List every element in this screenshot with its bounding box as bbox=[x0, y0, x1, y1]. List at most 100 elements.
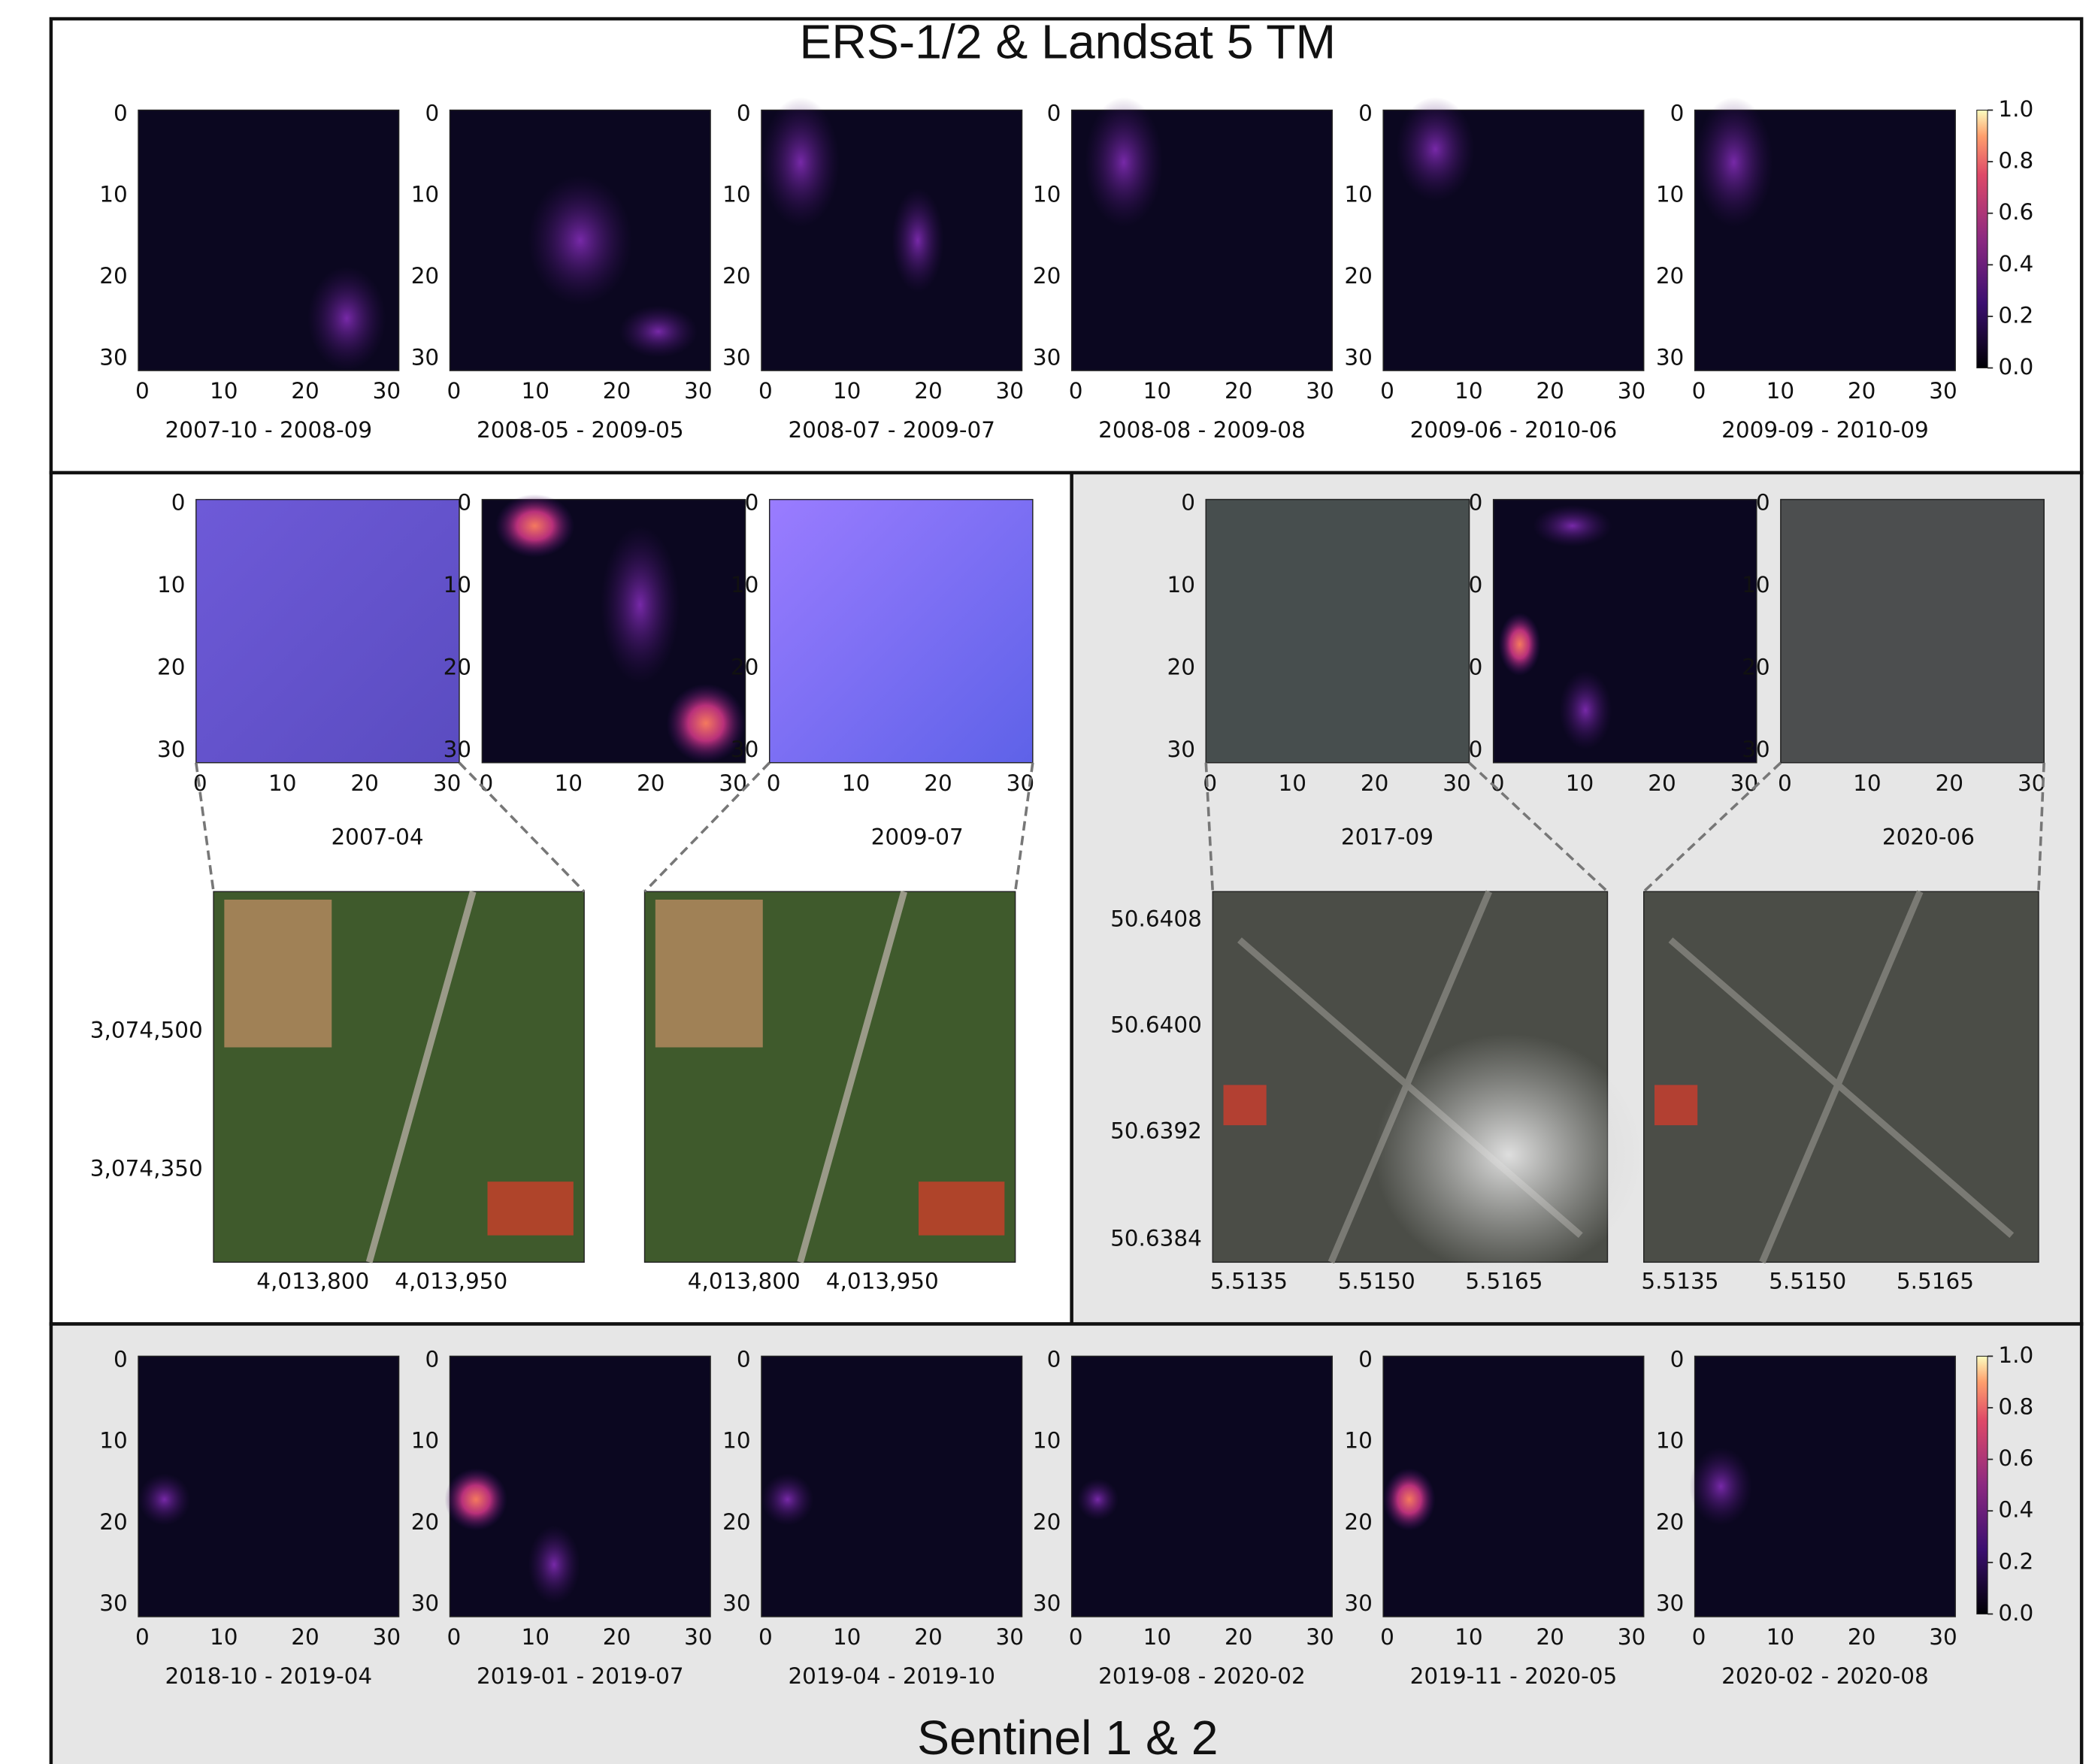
y-tick-label: 30 bbox=[99, 344, 127, 370]
x-tick-label: 0 bbox=[479, 770, 493, 796]
y-tick-label: 20 bbox=[411, 263, 440, 289]
colorbar-label: 0.4 bbox=[1998, 251, 2033, 277]
zoom-connector bbox=[1642, 761, 1782, 893]
heatmap bbox=[1070, 1355, 1333, 1617]
y-tick-label: 20 bbox=[1033, 263, 1061, 289]
cloud bbox=[1374, 1033, 1643, 1276]
zoom-connector bbox=[458, 761, 586, 893]
heatmap-blob bbox=[1533, 504, 1612, 547]
date-label: 2017-09 bbox=[1341, 824, 1434, 849]
y-tick-label: 3,074,500 bbox=[90, 1018, 203, 1043]
y-tick-label: 10 bbox=[99, 1428, 127, 1454]
x-tick-label: 10 bbox=[842, 770, 870, 796]
x-tick-label: 0 bbox=[447, 1624, 462, 1650]
x-tick-label: 20 bbox=[914, 378, 943, 404]
x-tick-label: 30 bbox=[1306, 1624, 1334, 1650]
x-tick-label: 0 bbox=[1491, 770, 1505, 796]
x-tick-label: 0 bbox=[1069, 1624, 1083, 1650]
heatmap-blob bbox=[495, 494, 574, 558]
highlight bbox=[918, 1182, 1005, 1236]
x-tick-label: 4,013,950 bbox=[826, 1269, 939, 1294]
x-tick-label: 0 bbox=[1380, 378, 1394, 404]
rgb-overlay bbox=[1205, 498, 1470, 764]
map-label: 2008-05 - 2009-05 bbox=[477, 417, 684, 443]
x-tick-label: 5.5135 bbox=[1210, 1269, 1288, 1294]
x-tick-label: 20 bbox=[1536, 378, 1564, 404]
y-tick-label: 20 bbox=[1656, 263, 1685, 289]
x-tick-label: 10 bbox=[555, 770, 583, 796]
y-tick-label: 20 bbox=[444, 654, 472, 679]
x-tick-label: 10 bbox=[833, 378, 861, 404]
x-tick-label: 30 bbox=[1618, 1624, 1646, 1650]
y-tick-label: 0 bbox=[425, 100, 439, 126]
road bbox=[797, 891, 907, 1263]
x-tick-label: 20 bbox=[291, 1624, 319, 1650]
x-tick-label: 10 bbox=[1278, 770, 1306, 796]
x-tick-label: 30 bbox=[1929, 1624, 1957, 1650]
map-label: 2009-09 - 2010-09 bbox=[1721, 417, 1929, 443]
x-tick-label: 20 bbox=[1648, 770, 1676, 796]
y-tick-label: 0 bbox=[1469, 490, 1483, 516]
y-tick-label: 20 bbox=[1344, 263, 1373, 289]
x-tick-label: 30 bbox=[373, 378, 401, 404]
x-tick-label: 10 bbox=[1767, 378, 1795, 404]
heatmap bbox=[195, 498, 460, 764]
y-tick-label: 10 bbox=[722, 182, 750, 207]
colorbar-label: 0.8 bbox=[1998, 148, 2033, 174]
y-tick-label: 10 bbox=[1167, 572, 1195, 598]
y-tick-label: 30 bbox=[411, 1590, 440, 1616]
map-label: 2008-07 - 2009-07 bbox=[788, 417, 995, 443]
y-tick-label: 20 bbox=[1033, 1509, 1061, 1535]
y-tick-label: 20 bbox=[1167, 654, 1195, 679]
x-tick-label: 0 bbox=[1203, 770, 1217, 796]
y-tick-label: 10 bbox=[1033, 182, 1061, 207]
colorbar-label: 0.6 bbox=[1998, 199, 2033, 225]
x-tick-label: 10 bbox=[1767, 1624, 1795, 1650]
y-tick-label: 20 bbox=[411, 1509, 440, 1535]
x-tick-label: 0 bbox=[1778, 770, 1792, 796]
y-tick-label: 0 bbox=[1047, 100, 1061, 126]
y-tick-label: 10 bbox=[411, 1428, 440, 1454]
y-tick-label: 0 bbox=[1047, 1346, 1061, 1372]
x-tick-label: 0 bbox=[767, 770, 781, 796]
x-tick-label: 5.5165 bbox=[1897, 1269, 1974, 1294]
y-tick-label: 30 bbox=[99, 1590, 127, 1616]
x-tick-label: 30 bbox=[996, 1624, 1025, 1650]
x-tick-label: 30 bbox=[1929, 378, 1957, 404]
y-tick-label: 30 bbox=[722, 344, 750, 370]
road bbox=[365, 891, 477, 1263]
y-tick-label: 0 bbox=[737, 100, 751, 126]
heatmap-blob bbox=[761, 1473, 814, 1526]
y-tick-label: 20 bbox=[722, 263, 750, 289]
y-tick-label: 20 bbox=[722, 1509, 750, 1535]
x-tick-label: 20 bbox=[603, 1624, 631, 1650]
heatmap-blob bbox=[528, 1525, 580, 1604]
y-tick-label: 30 bbox=[1344, 1590, 1373, 1616]
y-tick-label: 3,074,350 bbox=[90, 1156, 203, 1182]
y-tick-label: 10 bbox=[1033, 1428, 1061, 1454]
y-tick-label: 30 bbox=[1033, 344, 1061, 370]
x-tick-label: 0 bbox=[1692, 378, 1706, 404]
road bbox=[1759, 890, 1924, 1264]
x-tick-label: 20 bbox=[924, 770, 952, 796]
x-tick-label: 5.5165 bbox=[1465, 1269, 1542, 1294]
x-tick-label: 0 bbox=[1692, 1624, 1706, 1650]
y-tick-label: 30 bbox=[1167, 737, 1195, 762]
x-tick-label: 0 bbox=[758, 1624, 773, 1650]
x-tick-label: 30 bbox=[2018, 770, 2046, 796]
y-tick-label: 30 bbox=[1656, 344, 1685, 370]
x-tick-label: 10 bbox=[1455, 1624, 1483, 1650]
heatmap-blob bbox=[666, 683, 746, 763]
x-tick-label: 20 bbox=[1361, 770, 1389, 796]
y-tick-label: 50.6408 bbox=[1110, 906, 1202, 931]
colorbar-label: 1.0 bbox=[1998, 96, 2033, 122]
x-tick-label: 10 bbox=[1455, 378, 1483, 404]
x-tick-label: 0 bbox=[135, 378, 150, 404]
y-tick-label: 10 bbox=[444, 572, 472, 598]
y-tick-label: 0 bbox=[1181, 490, 1195, 516]
x-tick-label: 20 bbox=[1225, 1624, 1252, 1650]
colorbar-label: 0.8 bbox=[1998, 1394, 2033, 1420]
heatmap-blob bbox=[1689, 1447, 1752, 1526]
x-tick-label: 10 bbox=[268, 770, 297, 796]
